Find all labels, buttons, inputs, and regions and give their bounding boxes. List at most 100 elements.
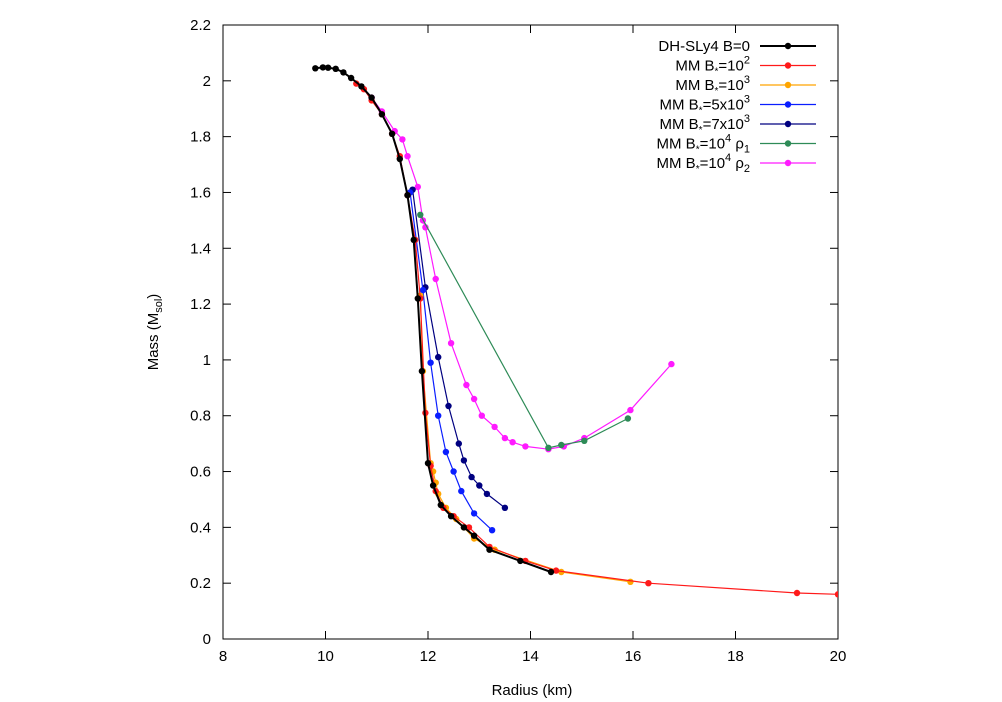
data-point [581,437,588,444]
legend-sub: 2 [744,163,750,175]
legend-entry: MM B*=104 ρ1 [657,133,816,156]
legend-star: * [696,164,700,175]
series-line [419,295,631,583]
legend-entry: MM B*=7x103 [660,113,816,136]
legend-star: * [696,145,700,156]
legend-swatch-point [784,120,792,128]
data-point [429,482,437,489]
data-point [468,473,475,481]
data-point [627,578,634,585]
data-point [324,64,332,71]
data-point [347,74,355,82]
data-point [445,402,452,410]
y-axis-title: Mass (Msol) [145,294,165,371]
data-point [483,490,491,498]
data-point [624,415,632,422]
data-point [668,360,675,368]
y-axis-ticks: 0 0.2 0.4 0.6 0.8 1 1.2 1.4 1.6 1.8 2 2.2 [190,17,838,648]
data-point [509,439,516,446]
data-point [340,69,347,76]
legend-sup: 3 [744,74,750,86]
data-point [399,136,406,143]
legend-label: MM B*=5x103 [660,94,751,117]
data-point [447,513,455,520]
y-tick-label: 2 [203,73,211,90]
legend-text: =7x10 [703,116,744,133]
y-tick-label: 1.4 [190,240,211,257]
legend-text: MM B [675,58,714,75]
data-point [470,532,478,539]
x-tick-label: 18 [727,648,744,665]
legend-text: MM B [660,97,699,114]
legend-text: MM B [675,77,714,94]
x-tick-label: 10 [317,648,334,665]
legend-entry: DH-SLy4 B=0 [658,38,816,55]
data-point [404,192,411,199]
data-point [547,568,555,576]
y-tick-label: 1.8 [190,129,211,146]
series-line [315,66,552,573]
data-point [522,443,529,450]
legend-star: * [699,106,703,117]
data-point [396,155,403,163]
data-point [460,457,468,464]
data-point [378,111,386,118]
legend-swatch-point [784,101,792,108]
legend-label: MM B*=104 ρ2 [657,152,750,175]
legend-rho: ρ [731,136,744,153]
data-point [517,557,524,565]
legend-text: =10 [718,77,743,94]
y-tick-label: 1.2 [190,296,211,313]
data-point [442,448,450,456]
y-tick-label: 0.8 [190,408,211,425]
y-tick-label: 0.2 [190,575,211,592]
y-tick-label: 1 [203,352,211,369]
legend-entry: MM B*=103 [675,74,816,97]
legend-sup: 3 [744,94,750,106]
data-point [458,487,465,495]
y-axis-title-close: ) [145,294,162,299]
x-axis-ticks: 8 10 12 14 16 18 20 [219,25,846,665]
data-point [388,130,396,137]
data-point [447,340,455,347]
legend-star: * [699,125,703,136]
data-point [435,412,442,419]
y-tick-label: 0.6 [190,464,211,481]
series-4 [409,186,509,511]
data-point [478,412,485,419]
legend-sub: 1 [744,144,750,156]
legend-star: * [715,86,719,97]
data-point [417,211,424,218]
data-point [834,591,838,598]
x-tick-label: 16 [625,648,642,665]
data-point [427,359,434,366]
legend-swatch-point [784,42,792,50]
legend-entry: MM B*=5x103 [660,94,816,117]
data-point [501,504,509,511]
legend-label: MM B*=104 ρ1 [657,133,750,156]
series-1 [353,80,838,598]
legend-entry: MM B*=104 ρ2 [657,152,816,175]
data-point [450,468,457,475]
y-axis-title-main: Mass (M [145,313,162,371]
data-point [414,183,421,191]
legend-text: MM B [660,116,699,133]
data-point [404,153,411,160]
series-line [419,214,629,449]
legend-rho: ρ [731,155,744,172]
legend-sup: 3 [744,113,750,125]
data-point [332,65,339,73]
legend-label: MM B*=102 [675,55,750,78]
data-point [463,381,470,389]
legend-sup: 4 [725,152,731,164]
x-axis-title: Radius (km) [492,682,573,699]
data-point [476,482,483,489]
series-0 [312,64,555,576]
data-point [558,568,565,576]
y-axis-title-sub: sol [153,299,165,313]
data-point [410,236,417,244]
data-point [414,295,421,302]
y-tick-label: 1.6 [190,184,211,201]
